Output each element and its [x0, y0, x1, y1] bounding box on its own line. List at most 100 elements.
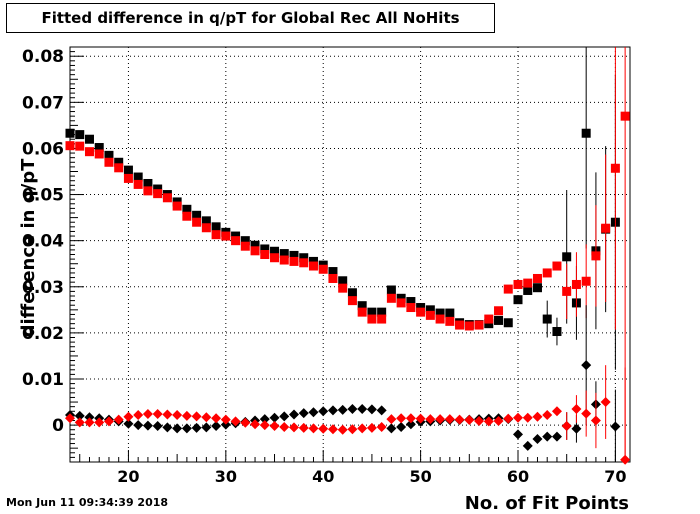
data-point-diamond: [123, 418, 134, 429]
data-point-square: [377, 314, 387, 324]
data-point-square: [182, 211, 192, 221]
data-point-diamond: [464, 415, 475, 426]
chart-title: Fitted difference in q/pT for Global Rec…: [41, 9, 460, 27]
data-point-square: [562, 286, 572, 296]
data-point-diamond: [211, 421, 222, 432]
data-point-square: [523, 278, 533, 288]
data-point-diamond: [493, 415, 504, 426]
x-tick-label: 70: [604, 467, 626, 486]
data-point-square: [123, 165, 133, 175]
data-point-diamond: [259, 414, 270, 425]
chart-title-box: Fitted difference in q/pT for Global Rec…: [6, 3, 495, 33]
data-point-diamond: [327, 424, 338, 435]
data-point-square: [279, 249, 289, 259]
data-point-square: [231, 236, 241, 246]
data-point-diamond: [211, 413, 222, 424]
data-point-square: [123, 173, 133, 183]
data-point-square: [581, 276, 591, 286]
data-point-square: [250, 246, 260, 256]
data-point-square: [416, 303, 426, 313]
data-point-diamond: [103, 416, 114, 427]
data-point-diamond: [308, 423, 319, 434]
data-point-diamond: [162, 409, 173, 420]
data-point-diamond: [191, 411, 202, 422]
data-point-square: [221, 231, 231, 241]
grid-lines: [70, 47, 630, 462]
data-point-square: [416, 307, 426, 317]
data-point-diamond: [396, 413, 407, 424]
data-point-diamond: [425, 414, 436, 425]
data-point-square: [84, 134, 94, 144]
data-point-square: [65, 141, 75, 151]
data-point-square: [542, 268, 552, 278]
data-point-square: [620, 111, 630, 121]
data-point-diamond: [279, 411, 290, 422]
data-point-square: [425, 310, 435, 320]
series-1: [65, 47, 630, 462]
data-point-square: [201, 223, 211, 233]
data-point-square: [552, 327, 562, 337]
y-tick-label: 0.04: [22, 232, 64, 252]
data-point-diamond: [269, 412, 280, 423]
data-point-square: [279, 255, 289, 265]
data-point-diamond: [337, 424, 348, 435]
data-point-square: [357, 307, 367, 317]
plot-frame: [69, 46, 631, 463]
data-point-diamond: [259, 420, 270, 431]
data-point-square: [610, 163, 620, 173]
data-point-diamond: [474, 415, 485, 426]
data-point-square: [65, 128, 75, 138]
data-point-square: [523, 285, 533, 295]
y-tick-label: 0.07: [22, 93, 64, 113]
data-point-diamond: [230, 416, 241, 427]
data-point-square: [289, 256, 299, 266]
data-point-diamond: [269, 421, 280, 432]
data-point-diamond: [366, 422, 377, 433]
data-point-square: [308, 261, 318, 271]
data-point-square: [367, 314, 377, 324]
x-tick-label: 30: [215, 467, 237, 486]
data-point-diamond: [240, 417, 251, 428]
data-point-square: [201, 216, 211, 226]
data-point-square: [289, 250, 299, 260]
data-point-square: [396, 298, 406, 308]
y-tick-label: 0.05: [22, 186, 64, 206]
data-point-square: [94, 149, 104, 159]
data-point-diamond: [298, 408, 309, 419]
data-point-diamond: [133, 420, 144, 431]
data-point-square: [601, 223, 611, 233]
data-point-square: [494, 315, 504, 325]
data-point-square: [153, 184, 163, 194]
y-tick-label: 0.02: [22, 324, 64, 344]
data-point-square: [75, 141, 85, 151]
data-point-square: [211, 230, 221, 240]
data-point-diamond: [435, 414, 446, 425]
data-point-square: [445, 316, 455, 326]
data-point-diamond: [376, 405, 387, 416]
data-point-diamond: [542, 431, 553, 442]
data-point-square: [133, 179, 143, 189]
data-point-diamond: [386, 414, 397, 425]
data-point-diamond: [162, 422, 173, 433]
data-point-square: [484, 314, 494, 324]
data-point-square: [406, 297, 416, 307]
data-point-diamond: [172, 409, 183, 420]
data-point-square: [143, 186, 153, 196]
data-point-diamond: [620, 454, 631, 465]
data-point-square: [357, 301, 367, 311]
data-point-square: [406, 303, 416, 313]
data-point-diamond: [454, 414, 465, 425]
series-3: [65, 365, 631, 465]
data-point-diamond: [279, 421, 290, 432]
data-point-square: [318, 264, 328, 274]
data-point-diamond: [532, 411, 543, 422]
data-point-diamond: [405, 419, 416, 430]
data-point-diamond: [65, 413, 75, 424]
x-tick-label: 40: [312, 467, 334, 486]
data-point-square: [240, 236, 250, 246]
data-point-square: [172, 201, 182, 211]
data-point-diamond: [220, 419, 231, 430]
data-point-diamond: [181, 410, 192, 421]
data-point-square: [211, 222, 221, 232]
data-point-diamond: [522, 412, 533, 423]
